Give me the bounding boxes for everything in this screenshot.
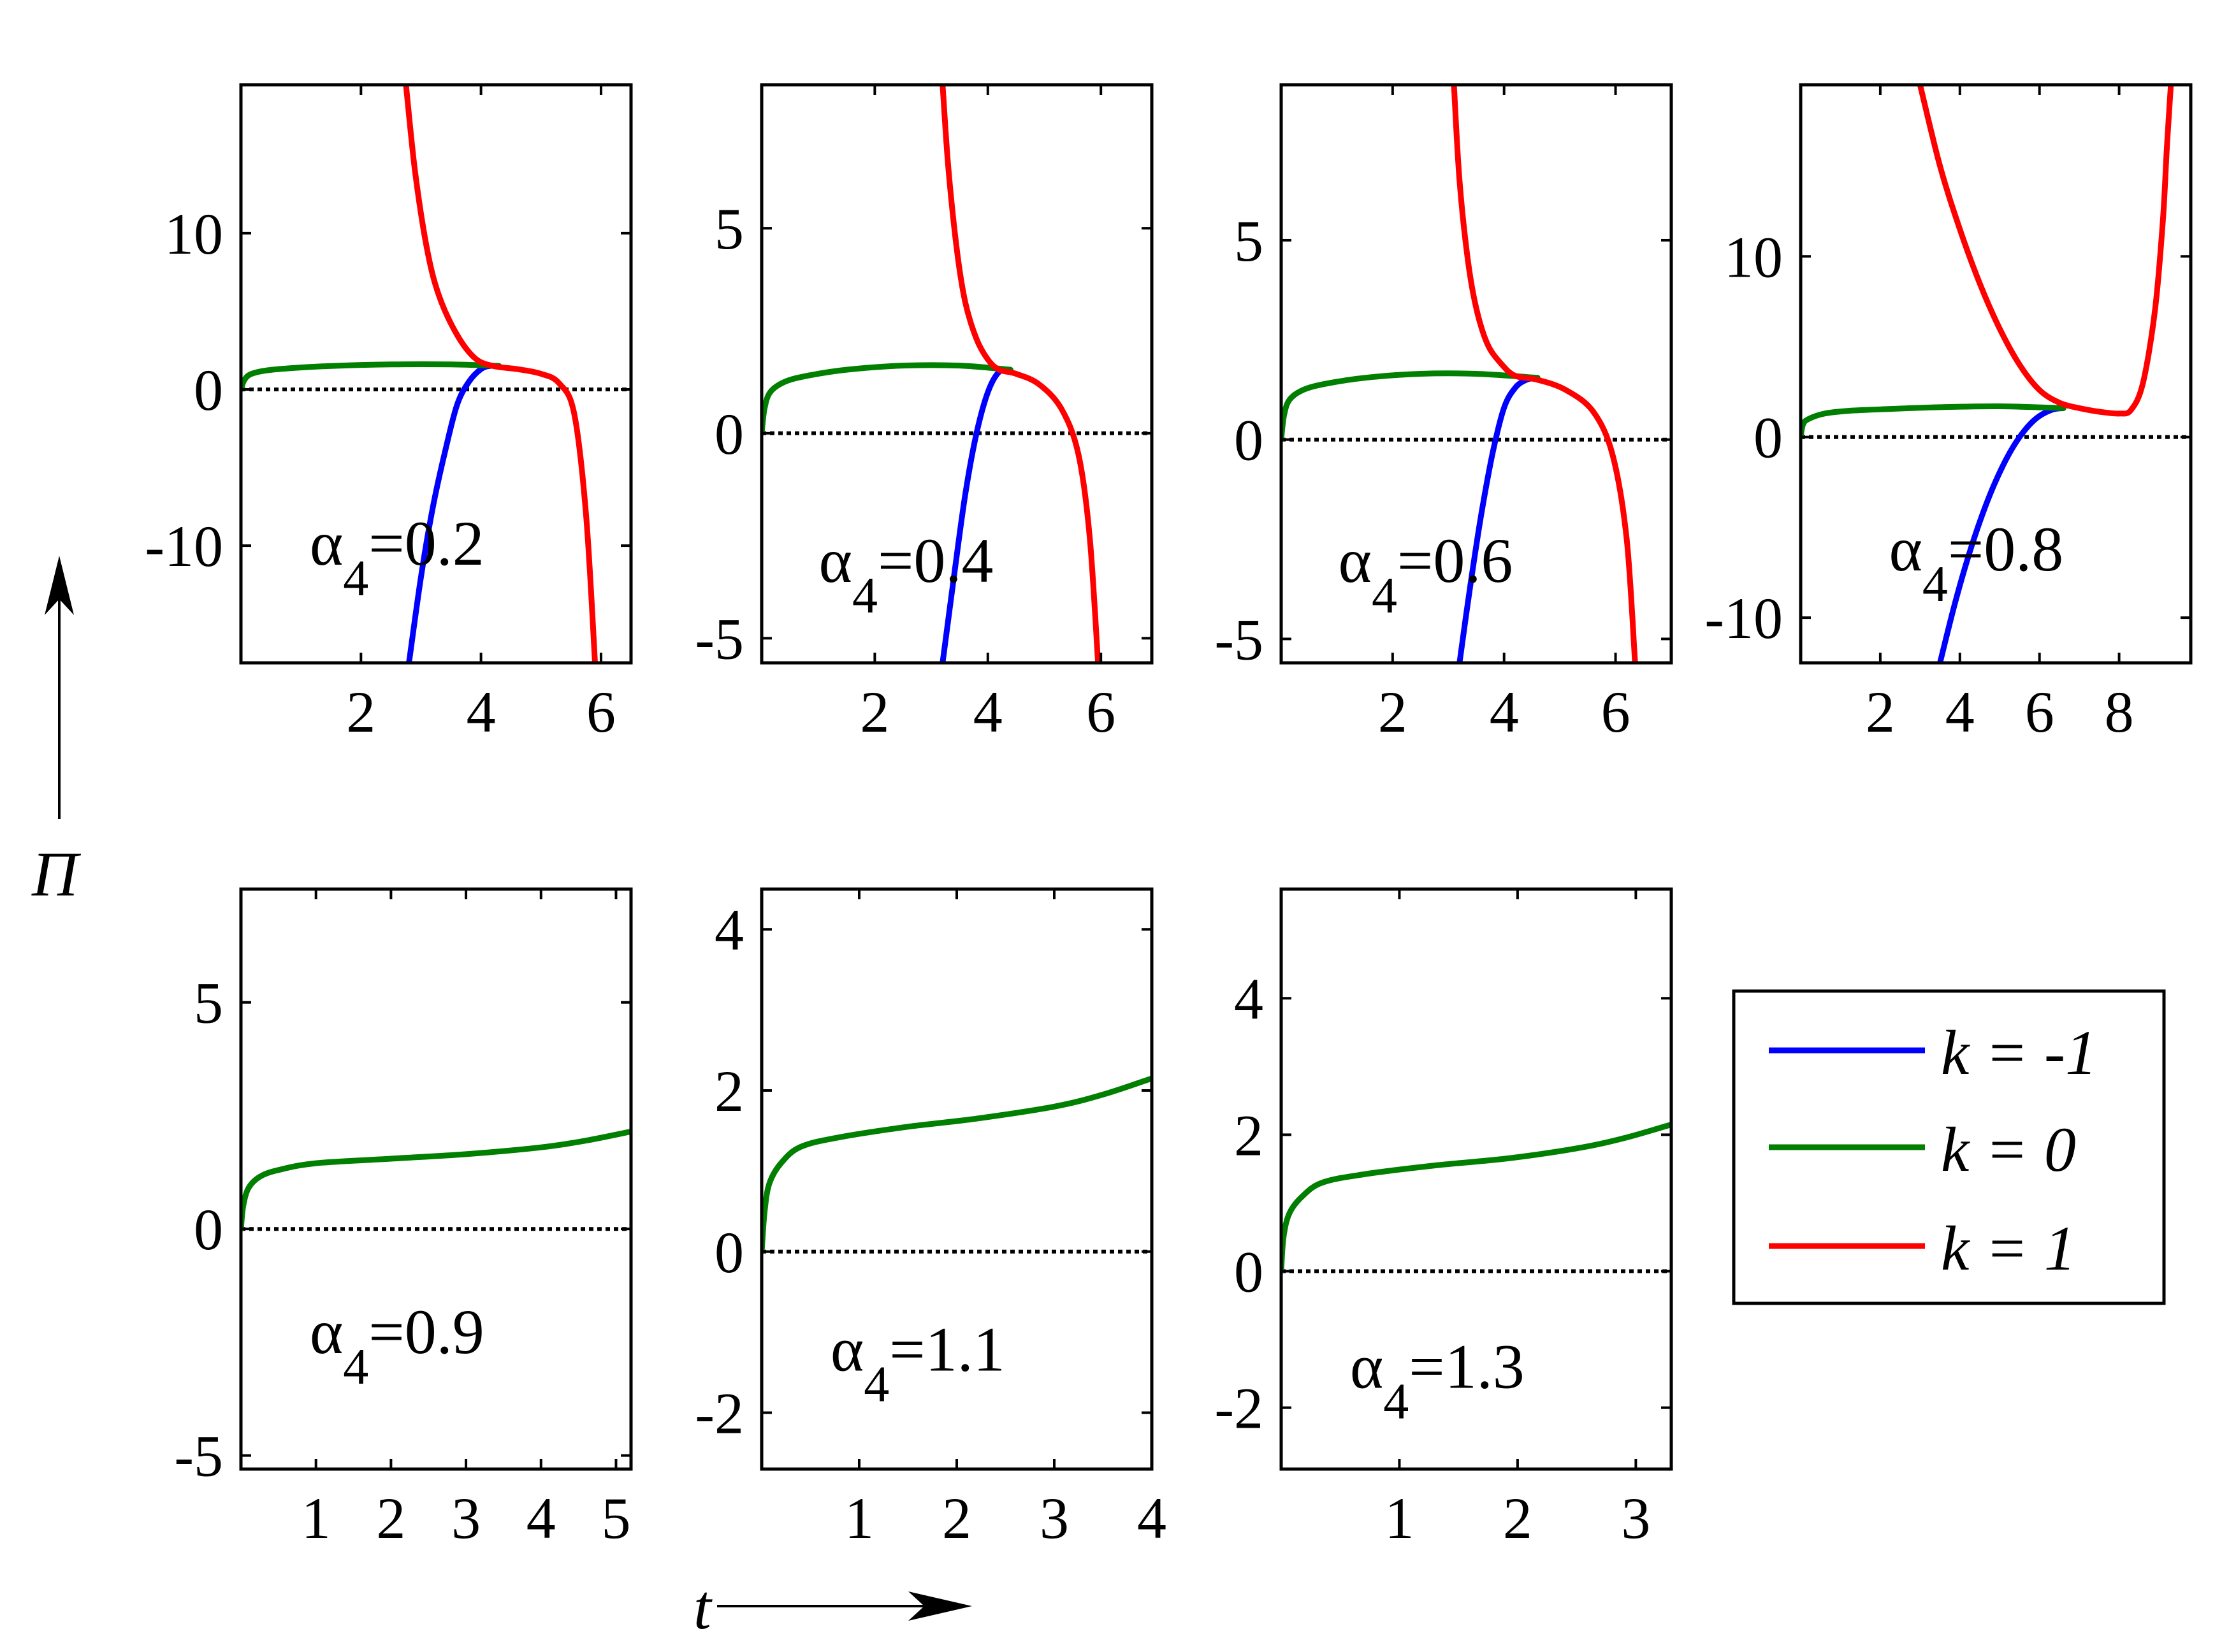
series-line-k-minus-1	[1937, 405, 2066, 663]
legend-item-k-0: k = 0	[1769, 1114, 2076, 1185]
x-axis-label: t	[693, 1572, 713, 1642]
series-line-k-0	[1801, 403, 2066, 440]
y-tick-label: 0	[1753, 405, 1783, 470]
x-tick-label: 2	[942, 1486, 971, 1551]
y-tick-label: -2	[695, 1381, 744, 1446]
y-tick-label: 10	[1724, 224, 1783, 289]
legend-label-k-minus-1: k = -1	[1941, 1017, 2097, 1088]
x-tick-label: 4	[1490, 679, 1519, 744]
x-tick-label: 6	[1601, 679, 1630, 744]
plot-frame	[1799, 83, 2193, 665]
legend-item-k-minus-1: k = -1	[1769, 1017, 2097, 1088]
legend-label-k-1: k = 1	[1941, 1213, 2076, 1284]
y-tick-label: -5	[1214, 607, 1263, 672]
y-tick-label: 5	[715, 196, 744, 261]
plot-frame	[239, 887, 633, 1471]
x-tick-label: 4	[973, 679, 1003, 744]
panel-label: α4=0.2	[310, 508, 484, 607]
legend-label-k-0: k = 0	[1941, 1114, 2076, 1185]
plot-frame	[1279, 83, 1673, 665]
y-axis-arrow-head	[45, 556, 74, 615]
subplot: 1 2 3 -2 0 2 4 α4=1.3	[1214, 887, 1673, 1551]
y-tick-label: -5	[174, 1424, 223, 1489]
x-tick-label: 2	[1503, 1486, 1532, 1551]
panel-label: α4=0.8	[1889, 514, 2063, 612]
x-tick-label: 1	[1384, 1486, 1414, 1551]
series-line-k-1	[1451, 85, 1638, 663]
y-tick-label: 10	[164, 201, 223, 266]
y-tick-label: -5	[695, 606, 744, 671]
series-line-k-1	[1917, 85, 2174, 417]
x-tick-label: 4	[1945, 679, 1975, 744]
subplot: 2 4 6 -10 0 10 α4=0.2	[145, 83, 633, 744]
plot-frame	[1279, 887, 1673, 1471]
subplot: 1 2 3 4 -2 0 2 4 α4=1.1	[695, 887, 1166, 1551]
x-tick-label: 3	[1621, 1486, 1650, 1551]
x-tick-label: 2	[346, 679, 375, 744]
series-line-k-0	[762, 362, 1013, 437]
panel-label: α4=1.1	[831, 1314, 1005, 1412]
x-tick-label: 4	[1137, 1486, 1166, 1551]
legend-item-k-1: k = 1	[1769, 1213, 2076, 1284]
y-axis-label: Π	[31, 839, 82, 909]
series-line-k-0	[1281, 370, 1541, 443]
series-line-k-minus-1	[940, 366, 1013, 663]
x-tick-label: 4	[467, 679, 496, 744]
panel-label: α4=1.3	[1350, 1331, 1525, 1430]
y-tick-label: 5	[1234, 208, 1263, 273]
x-tick-label: 2	[376, 1486, 405, 1551]
x-tick-label: 5	[601, 1486, 630, 1551]
subplot: 2 4 6 8 -10 0 10 α4=0.8	[1704, 83, 2193, 744]
y-tick-label: 0	[194, 1197, 223, 1262]
x-axis-arrow-head	[908, 1591, 972, 1621]
series-line-k-minus-1	[1456, 375, 1541, 663]
y-axis-annotation: Π	[31, 556, 82, 909]
y-tick-label: -2	[1214, 1376, 1263, 1441]
panel-label: α4=0.9	[310, 1296, 484, 1395]
x-tick-label: 1	[301, 1486, 331, 1551]
x-tick-label: 3	[1040, 1486, 1069, 1551]
x-axis-annotation: t	[693, 1572, 972, 1642]
plot-frame	[760, 83, 1154, 665]
x-tick-label: 1	[845, 1486, 874, 1551]
y-tick-label: 0	[1234, 408, 1263, 473]
series-line-k-0	[1281, 1121, 1671, 1274]
plot-frame	[239, 83, 633, 665]
x-tick-label: 8	[2105, 679, 2134, 744]
y-tick-label: 0	[194, 358, 223, 423]
legend: k = -1 k = 0 k = 1	[1732, 989, 2166, 1305]
panel-label: α4=0.6	[1339, 525, 1513, 624]
y-tick-label: 4	[715, 897, 744, 962]
panel-label: α4=0.4	[819, 525, 994, 624]
y-tick-label: -10	[1704, 586, 1783, 651]
x-tick-label: 2	[860, 679, 889, 744]
series-line-k-1	[940, 85, 1101, 663]
y-tick-label: -10	[145, 514, 223, 579]
y-tick-label: 0	[715, 1220, 744, 1285]
subplot: 2 4 6 -5 0 5 α4=0.4	[695, 83, 1154, 744]
x-tick-label: 6	[2025, 679, 2054, 744]
y-tick-label: 0	[715, 402, 744, 467]
x-tick-label: 2	[1378, 679, 1407, 744]
y-tick-label: 2	[715, 1059, 744, 1124]
x-tick-label: 6	[586, 679, 616, 744]
x-tick-label: 6	[1086, 679, 1115, 744]
series-line-k-0	[241, 1128, 631, 1232]
y-tick-label: 0	[1234, 1240, 1263, 1305]
subplot: 2 4 6 -5 0 5 α4=0.6	[1214, 83, 1673, 744]
series-line-k-1	[403, 85, 598, 663]
y-tick-label: 2	[1234, 1103, 1263, 1168]
x-tick-label: 3	[451, 1486, 481, 1551]
x-tick-label: 4	[526, 1486, 556, 1551]
y-tick-label: 4	[1234, 966, 1263, 1031]
series-line-k-0	[762, 1075, 1152, 1255]
series-line-k-0	[241, 361, 502, 393]
x-tick-label: 2	[1866, 679, 1895, 744]
y-tick-label: 5	[194, 971, 223, 1036]
